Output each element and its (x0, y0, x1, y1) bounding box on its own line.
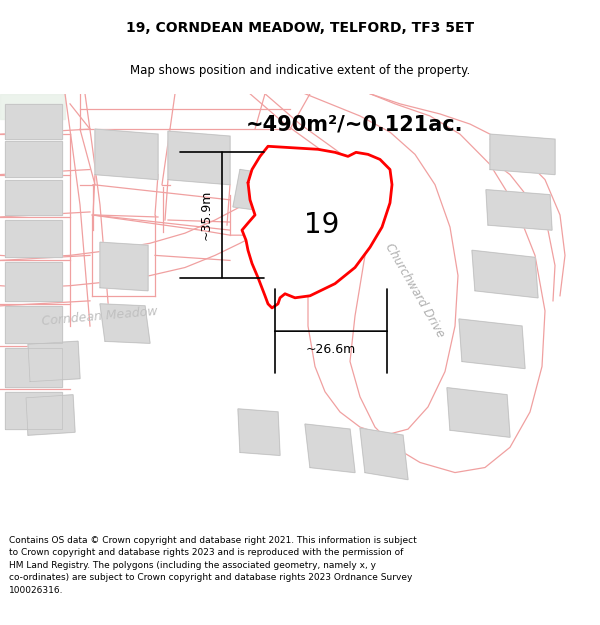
Polygon shape (26, 395, 75, 435)
Polygon shape (100, 304, 150, 343)
Polygon shape (262, 182, 315, 223)
Polygon shape (490, 134, 555, 174)
Text: ~490m²/~0.121ac.: ~490m²/~0.121ac. (246, 114, 464, 134)
Polygon shape (28, 341, 80, 382)
Polygon shape (5, 392, 62, 429)
Text: Churchward Drive: Churchward Drive (383, 241, 447, 340)
Polygon shape (360, 428, 408, 479)
Polygon shape (168, 131, 230, 184)
Text: Contains OS data © Crown copyright and database right 2021. This information is : Contains OS data © Crown copyright and d… (9, 536, 417, 595)
Text: Map shows position and indicative extent of the property.: Map shows position and indicative extent… (130, 64, 470, 77)
Text: 19, CORNDEAN MEADOW, TELFORD, TF3 5ET: 19, CORNDEAN MEADOW, TELFORD, TF3 5ET (126, 21, 474, 35)
Polygon shape (0, 190, 315, 288)
Polygon shape (5, 141, 62, 177)
Polygon shape (5, 179, 62, 215)
Polygon shape (5, 104, 62, 139)
Polygon shape (238, 409, 280, 456)
Polygon shape (459, 319, 525, 369)
Polygon shape (5, 306, 62, 343)
Polygon shape (242, 146, 392, 308)
Polygon shape (233, 169, 285, 213)
Polygon shape (486, 190, 552, 230)
Polygon shape (95, 129, 158, 179)
Text: ~35.9m: ~35.9m (199, 190, 212, 240)
Text: Corndean Meadow: Corndean Meadow (41, 304, 158, 328)
Text: 19: 19 (304, 211, 339, 239)
Polygon shape (447, 388, 510, 438)
Polygon shape (0, 94, 65, 119)
Polygon shape (5, 220, 62, 258)
Polygon shape (5, 348, 62, 387)
Polygon shape (5, 262, 62, 301)
Text: ~26.6m: ~26.6m (306, 343, 356, 356)
Polygon shape (472, 251, 538, 298)
Polygon shape (305, 94, 545, 472)
Polygon shape (305, 424, 355, 472)
Polygon shape (100, 242, 148, 291)
